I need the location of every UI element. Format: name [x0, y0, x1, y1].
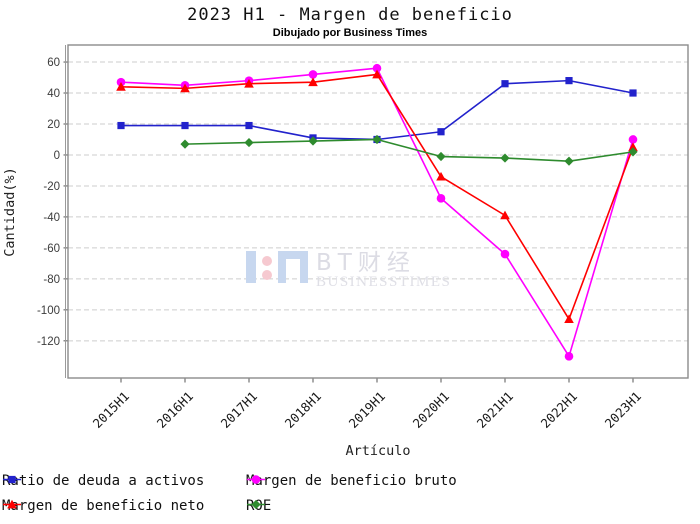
- x-tick-label: 2016H1: [154, 389, 197, 432]
- legend-marker-icon: [3, 475, 21, 484]
- data-point-marker: [117, 121, 125, 130]
- data-point-marker: [500, 210, 510, 220]
- x-tick-label: 2020H1: [410, 389, 453, 432]
- data-point-marker: [251, 475, 261, 484]
- data-point-marker: [500, 153, 510, 163]
- data-point-marker: [8, 475, 16, 484]
- data-point-marker: [245, 121, 253, 130]
- y-axis-title: Cantidad(%): [2, 167, 18, 256]
- y-tick-label: -20: [43, 181, 60, 193]
- plot-border: [67, 44, 689, 379]
- watermark-logo-dot: [262, 270, 272, 280]
- data-point-marker: [181, 121, 189, 130]
- series-line: [184, 138, 634, 162]
- data-point-marker: [436, 151, 446, 162]
- data-point-marker: [437, 128, 445, 136]
- y-tick-label: 20: [47, 119, 60, 131]
- data-point-marker: [244, 78, 254, 88]
- legend-marker-icon: [3, 499, 21, 509]
- data-point-marker: [628, 147, 638, 157]
- data-point-marker: [180, 139, 190, 149]
- legend-marker-icon: [247, 475, 265, 484]
- x-tick-label: 2022H1: [538, 389, 581, 432]
- data-point-marker: [372, 134, 382, 145]
- data-point-marker: [7, 499, 17, 509]
- y-tick-label: -80: [43, 274, 60, 286]
- legend-label: Ratio de deuda a activos: [2, 473, 205, 489]
- watermark-logo-dot: [262, 256, 272, 266]
- legend-label: Margen de beneficio neto: [2, 498, 205, 514]
- legend-item[interactable]: Margen de beneficio bruto: [246, 472, 457, 490]
- data-point-marker: [180, 83, 190, 93]
- data-point-marker: [564, 352, 574, 361]
- data-point-marker: [308, 136, 318, 146]
- y-tick-label: 40: [47, 88, 60, 100]
- data-point-marker: [308, 70, 318, 79]
- chart-title: 2023 H1 - Margen de beneficio: [187, 5, 513, 25]
- data-point-marker: [628, 142, 638, 152]
- watermark-logo-bar: [246, 251, 256, 283]
- x-tick-label: 2023H1: [602, 389, 645, 432]
- data-point-marker: [564, 314, 574, 324]
- y-tick-label: -40: [43, 212, 60, 224]
- data-point-marker: [629, 89, 637, 97]
- x-tick-label: 2015H1: [90, 389, 133, 432]
- data-point-marker: [564, 156, 574, 166]
- legend-item[interactable]: Ratio de deuda a activos: [2, 472, 204, 490]
- legend-item[interactable]: ROE: [246, 497, 271, 515]
- watermark-brand: BT财经: [316, 250, 416, 276]
- watermark-logo-pi: [278, 251, 308, 283]
- data-point-marker: [372, 63, 382, 73]
- data-point-marker: [308, 77, 318, 87]
- data-point-marker: [116, 82, 126, 91]
- chart-subtitle: Dibujado por Business Times: [272, 27, 428, 39]
- axes-layer: 60 40 20 0 -20 -40 -60 -80 -100 -120 2015H1 2016H1 2…: [37, 44, 689, 432]
- data-point-marker: [565, 77, 573, 85]
- legend-item[interactable]: Margen de beneficio neto: [2, 497, 204, 515]
- data-point-marker: [436, 194, 446, 203]
- y-tick-label: -100: [37, 305, 60, 317]
- data-point-marker: [500, 249, 510, 259]
- y-tick-label: -120: [37, 336, 60, 348]
- data-point-marker: [372, 69, 382, 79]
- watermark: BT财经 BUSINESSTIMES: [246, 250, 451, 290]
- x-tick-label: 2017H1: [218, 389, 261, 432]
- y-tick-label: 0: [54, 150, 60, 162]
- x-tick-label: 2021H1: [474, 389, 517, 432]
- series-layer: [116, 63, 638, 361]
- watermark-sub: BUSINESSTIMES: [316, 274, 451, 290]
- y-tick-label: -60: [43, 243, 60, 255]
- series-line: [121, 79, 634, 141]
- y-tick-label: 60: [47, 57, 60, 69]
- data-point-marker: [251, 499, 261, 510]
- data-point-marker: [501, 80, 509, 88]
- data-point-marker: [628, 135, 638, 144]
- x-axis-title: Artículo: [345, 443, 410, 459]
- data-point-marker: [244, 137, 254, 148]
- grid-layer: [68, 61, 688, 342]
- x-tick-label: 2019H1: [346, 389, 389, 432]
- x-tick-label: 2018H1: [282, 389, 325, 432]
- data-point-marker: [436, 171, 446, 181]
- legend-label: Margen de beneficio bruto: [246, 473, 457, 489]
- legend-marker-icon: [247, 499, 265, 510]
- series-line: [120, 67, 634, 358]
